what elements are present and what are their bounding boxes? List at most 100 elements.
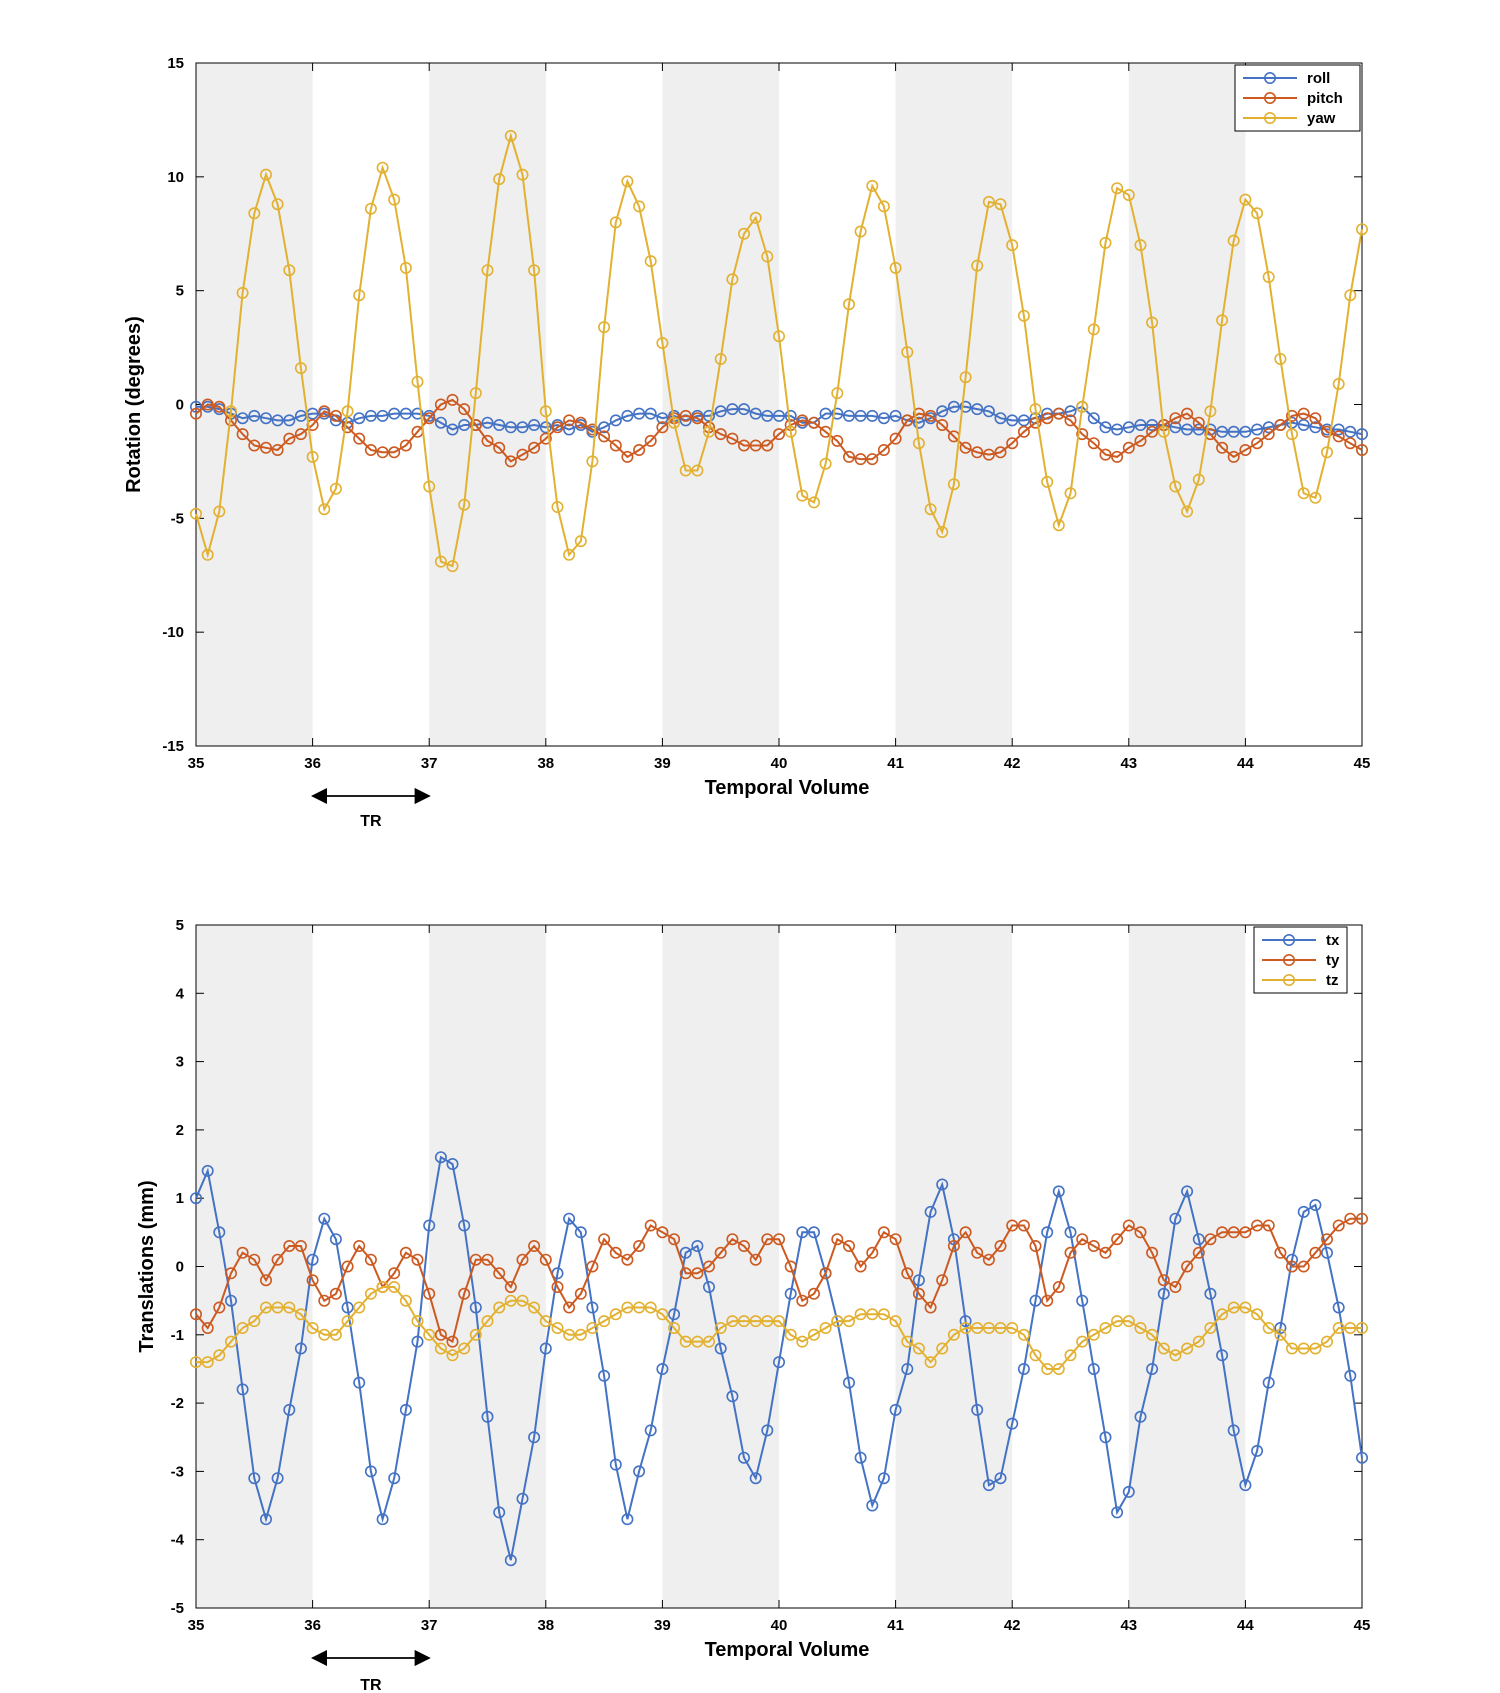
data-point-pitch xyxy=(271,443,284,456)
data-point-pitch xyxy=(294,428,307,441)
data-point-pitch xyxy=(866,453,879,466)
data-point-tx xyxy=(341,1301,354,1314)
x-tick-label: 45 xyxy=(1354,755,1371,772)
data-point-tx xyxy=(1122,1485,1135,1498)
data-point-tz xyxy=(819,1322,832,1335)
data-point-pitch xyxy=(1321,425,1334,438)
data-point-roll xyxy=(539,421,552,434)
data-point-tx xyxy=(388,1472,401,1485)
data-point-pitch xyxy=(1227,450,1240,463)
data-point-pitch xyxy=(1041,412,1054,425)
data-point-tz xyxy=(481,1315,494,1328)
data-point-ty xyxy=(586,1260,599,1273)
data-point-tz xyxy=(563,1328,576,1341)
data-point-ty xyxy=(1087,1240,1100,1253)
data-point-ty xyxy=(388,1267,401,1280)
data-point-tz xyxy=(528,1301,541,1314)
data-point-tx xyxy=(271,1472,284,1485)
data-point-tz xyxy=(376,1281,389,1294)
data-point-roll xyxy=(1227,425,1240,438)
data-point-tz xyxy=(1052,1363,1065,1376)
data-point-yaw xyxy=(1052,519,1065,532)
x-tick-label: 39 xyxy=(654,755,671,772)
data-point-pitch xyxy=(1262,428,1275,441)
data-point-tx xyxy=(213,1226,226,1239)
data-point-pitch xyxy=(761,439,774,452)
data-point-roll xyxy=(1111,423,1124,436)
data-point-roll xyxy=(737,403,750,416)
data-point-roll xyxy=(399,407,412,420)
data-point-ty xyxy=(1286,1260,1299,1273)
data-point-roll xyxy=(936,405,949,418)
data-point-yaw xyxy=(248,207,261,220)
data-point-tx xyxy=(306,1253,319,1266)
data-point-yaw xyxy=(598,321,611,334)
y-tick-label: -3 xyxy=(171,1463,184,1480)
legend-label-tz: tz xyxy=(1326,972,1339,989)
data-point-ty xyxy=(329,1287,342,1300)
data-point-tz xyxy=(1157,1342,1170,1355)
data-point-roll xyxy=(376,409,389,422)
data-point-yaw xyxy=(679,464,692,477)
data-point-tz xyxy=(668,1322,681,1335)
data-point-tz xyxy=(353,1301,366,1314)
data-point-tx xyxy=(458,1219,471,1232)
data-point-pitch xyxy=(749,439,762,452)
data-point-ty xyxy=(819,1267,832,1280)
data-point-ty xyxy=(318,1294,331,1307)
x-tick-label: 37 xyxy=(421,1617,438,1634)
data-point-tx xyxy=(726,1390,739,1403)
series-line-tx xyxy=(195,1155,1363,1561)
data-point-tx xyxy=(236,1383,249,1396)
data-point-tz xyxy=(469,1328,482,1341)
x-tick-label: 38 xyxy=(537,1617,554,1634)
data-point-ty xyxy=(201,1322,214,1335)
data-point-ty xyxy=(283,1240,296,1253)
data-point-ty xyxy=(528,1240,541,1253)
data-point-yaw xyxy=(702,425,715,438)
data-point-roll xyxy=(259,412,272,425)
data-point-tz xyxy=(1146,1328,1159,1341)
data-point-tx xyxy=(539,1342,552,1355)
x-axis-label: Temporal Volume xyxy=(705,777,870,799)
data-point-roll xyxy=(761,409,774,422)
data-point-tz xyxy=(621,1301,634,1314)
data-point-tx xyxy=(1309,1199,1322,1212)
data-point-tx xyxy=(528,1431,541,1444)
data-point-yaw xyxy=(1286,428,1299,441)
data-point-tx xyxy=(563,1212,576,1225)
data-point-ty xyxy=(982,1253,995,1266)
data-point-tz xyxy=(329,1328,342,1341)
data-point-tz xyxy=(609,1308,622,1321)
data-point-tx xyxy=(469,1301,482,1314)
data-point-pitch xyxy=(423,412,436,425)
data-point-ty xyxy=(481,1253,494,1266)
data-point-tz xyxy=(784,1328,797,1341)
data-point-ty xyxy=(1064,1246,1077,1259)
data-point-tz xyxy=(959,1322,972,1335)
data-point-ty xyxy=(633,1240,646,1253)
data-point-tz xyxy=(598,1315,611,1328)
data-point-tz xyxy=(411,1315,424,1328)
data-point-roll xyxy=(236,412,249,425)
series-line-roll xyxy=(196,405,1363,436)
data-point-tz xyxy=(644,1301,657,1314)
data-point-ty xyxy=(434,1328,447,1341)
y-tick-label: 10 xyxy=(167,169,184,186)
data-point-tz xyxy=(691,1335,704,1348)
y-tick-label: 0 xyxy=(176,1259,184,1276)
data-point-pitch xyxy=(493,441,506,454)
data-point-tx xyxy=(889,1403,902,1416)
x-tick-label: 36 xyxy=(304,755,321,772)
y-tick-label: 0 xyxy=(176,397,184,414)
data-point-ty xyxy=(1169,1281,1182,1294)
data-point-pitch xyxy=(1356,443,1369,456)
data-point-tz xyxy=(889,1315,902,1328)
data-point-pitch xyxy=(1064,414,1077,427)
series-ty xyxy=(190,1212,1369,1348)
data-point-yaw xyxy=(306,450,319,463)
data-point-roll xyxy=(516,421,529,434)
data-point-tx xyxy=(1239,1479,1252,1492)
data-point-roll xyxy=(1134,418,1147,431)
y-tick-label: -15 xyxy=(162,738,184,755)
